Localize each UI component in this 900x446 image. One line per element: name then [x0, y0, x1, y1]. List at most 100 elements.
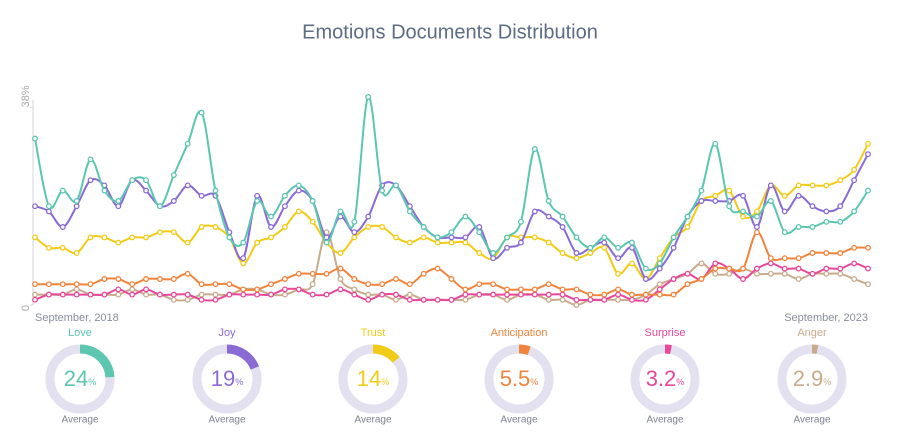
data-point: [476, 291, 483, 298]
data-point: [143, 177, 150, 184]
data-point: [448, 276, 455, 282]
data-point: [59, 187, 66, 194]
data-point: [781, 255, 788, 262]
data-point: [462, 239, 469, 246]
data-point: [504, 291, 510, 298]
data-point: [767, 198, 774, 204]
data-point: [170, 296, 177, 303]
data-point: [545, 281, 552, 288]
data-point: [823, 270, 830, 277]
x-tick-label: September, 2018: [35, 312, 119, 324]
data-point: [212, 296, 219, 303]
data-point: [129, 291, 136, 298]
data-point: [309, 281, 316, 288]
data-point: [156, 291, 163, 298]
data-point: [781, 192, 788, 199]
data-point: [670, 234, 677, 241]
data-point: [573, 286, 580, 293]
data-point: [670, 244, 677, 251]
data-point: [781, 208, 788, 215]
data-point: [642, 291, 649, 298]
gauge-value: 24%: [64, 366, 97, 391]
data-point: [490, 281, 497, 288]
data-point: [365, 291, 372, 298]
data-point: [101, 276, 108, 282]
data-point: [601, 234, 608, 241]
data-point: [45, 291, 52, 298]
data-point: [809, 270, 816, 277]
data-point: [365, 94, 372, 100]
data-point: [170, 291, 177, 298]
data-point: [851, 177, 858, 184]
data-point: [490, 291, 497, 298]
data-point: [448, 229, 455, 236]
data-point: [337, 208, 344, 215]
data-point: [420, 270, 427, 277]
data-point: [87, 291, 94, 298]
data-point: [712, 260, 719, 267]
data-point: [531, 286, 538, 293]
data-point: [490, 250, 497, 256]
data-point: [323, 291, 330, 298]
data-point: [115, 291, 122, 298]
data-point: [420, 224, 427, 230]
data-point: [476, 281, 483, 288]
data-point: [629, 296, 635, 303]
data-point: [337, 250, 344, 256]
data-point: [406, 239, 413, 246]
data-point: [573, 302, 580, 308]
data-point: [823, 250, 830, 256]
data-point: [462, 234, 469, 241]
data-point: [781, 265, 788, 272]
data-point: [851, 208, 858, 215]
data-point: [753, 229, 760, 236]
data-point: [115, 198, 122, 204]
data-point: [434, 296, 441, 303]
data-point: [517, 291, 524, 298]
data-point: [795, 255, 802, 262]
data-point: [379, 281, 386, 288]
x-tick-label: September, 2023: [784, 312, 868, 324]
data-point: [865, 187, 871, 194]
data-point: [753, 224, 760, 230]
data-point: [295, 286, 302, 293]
data-point: [587, 296, 594, 303]
data-point: [226, 234, 233, 241]
data-point: [504, 296, 510, 303]
data-point: [32, 203, 38, 210]
data-point: [184, 270, 191, 277]
gauge-arc: [226, 344, 260, 370]
data-point: [601, 296, 608, 303]
data-point: [198, 224, 205, 230]
data-point: [587, 291, 594, 298]
data-point: [309, 291, 316, 298]
data-point: [143, 286, 150, 293]
data-point: [268, 213, 274, 220]
data-point: [281, 286, 288, 293]
gauge-name: Anticipation: [491, 327, 548, 339]
data-point: [184, 182, 191, 189]
data-point: [129, 234, 136, 241]
data-point: [129, 177, 136, 184]
data-point: [268, 234, 274, 241]
data-point: [351, 286, 358, 293]
data-point: [45, 281, 52, 288]
data-point: [32, 135, 38, 142]
data-point: [615, 291, 622, 298]
data-point: [476, 250, 483, 256]
data-point: [268, 224, 274, 230]
data-point: [226, 291, 233, 298]
gauge-number: 5.5: [500, 366, 531, 391]
data-point: [101, 234, 108, 241]
data-point: [726, 203, 733, 210]
data-point: [240, 260, 247, 267]
data-point: [351, 229, 358, 236]
gauge-unit: %: [235, 377, 243, 387]
data-point: [865, 244, 871, 251]
data-point: [393, 276, 399, 282]
data-point: [379, 187, 386, 194]
data-point: [601, 244, 608, 251]
data-point: [254, 192, 261, 199]
data-point: [504, 244, 510, 251]
